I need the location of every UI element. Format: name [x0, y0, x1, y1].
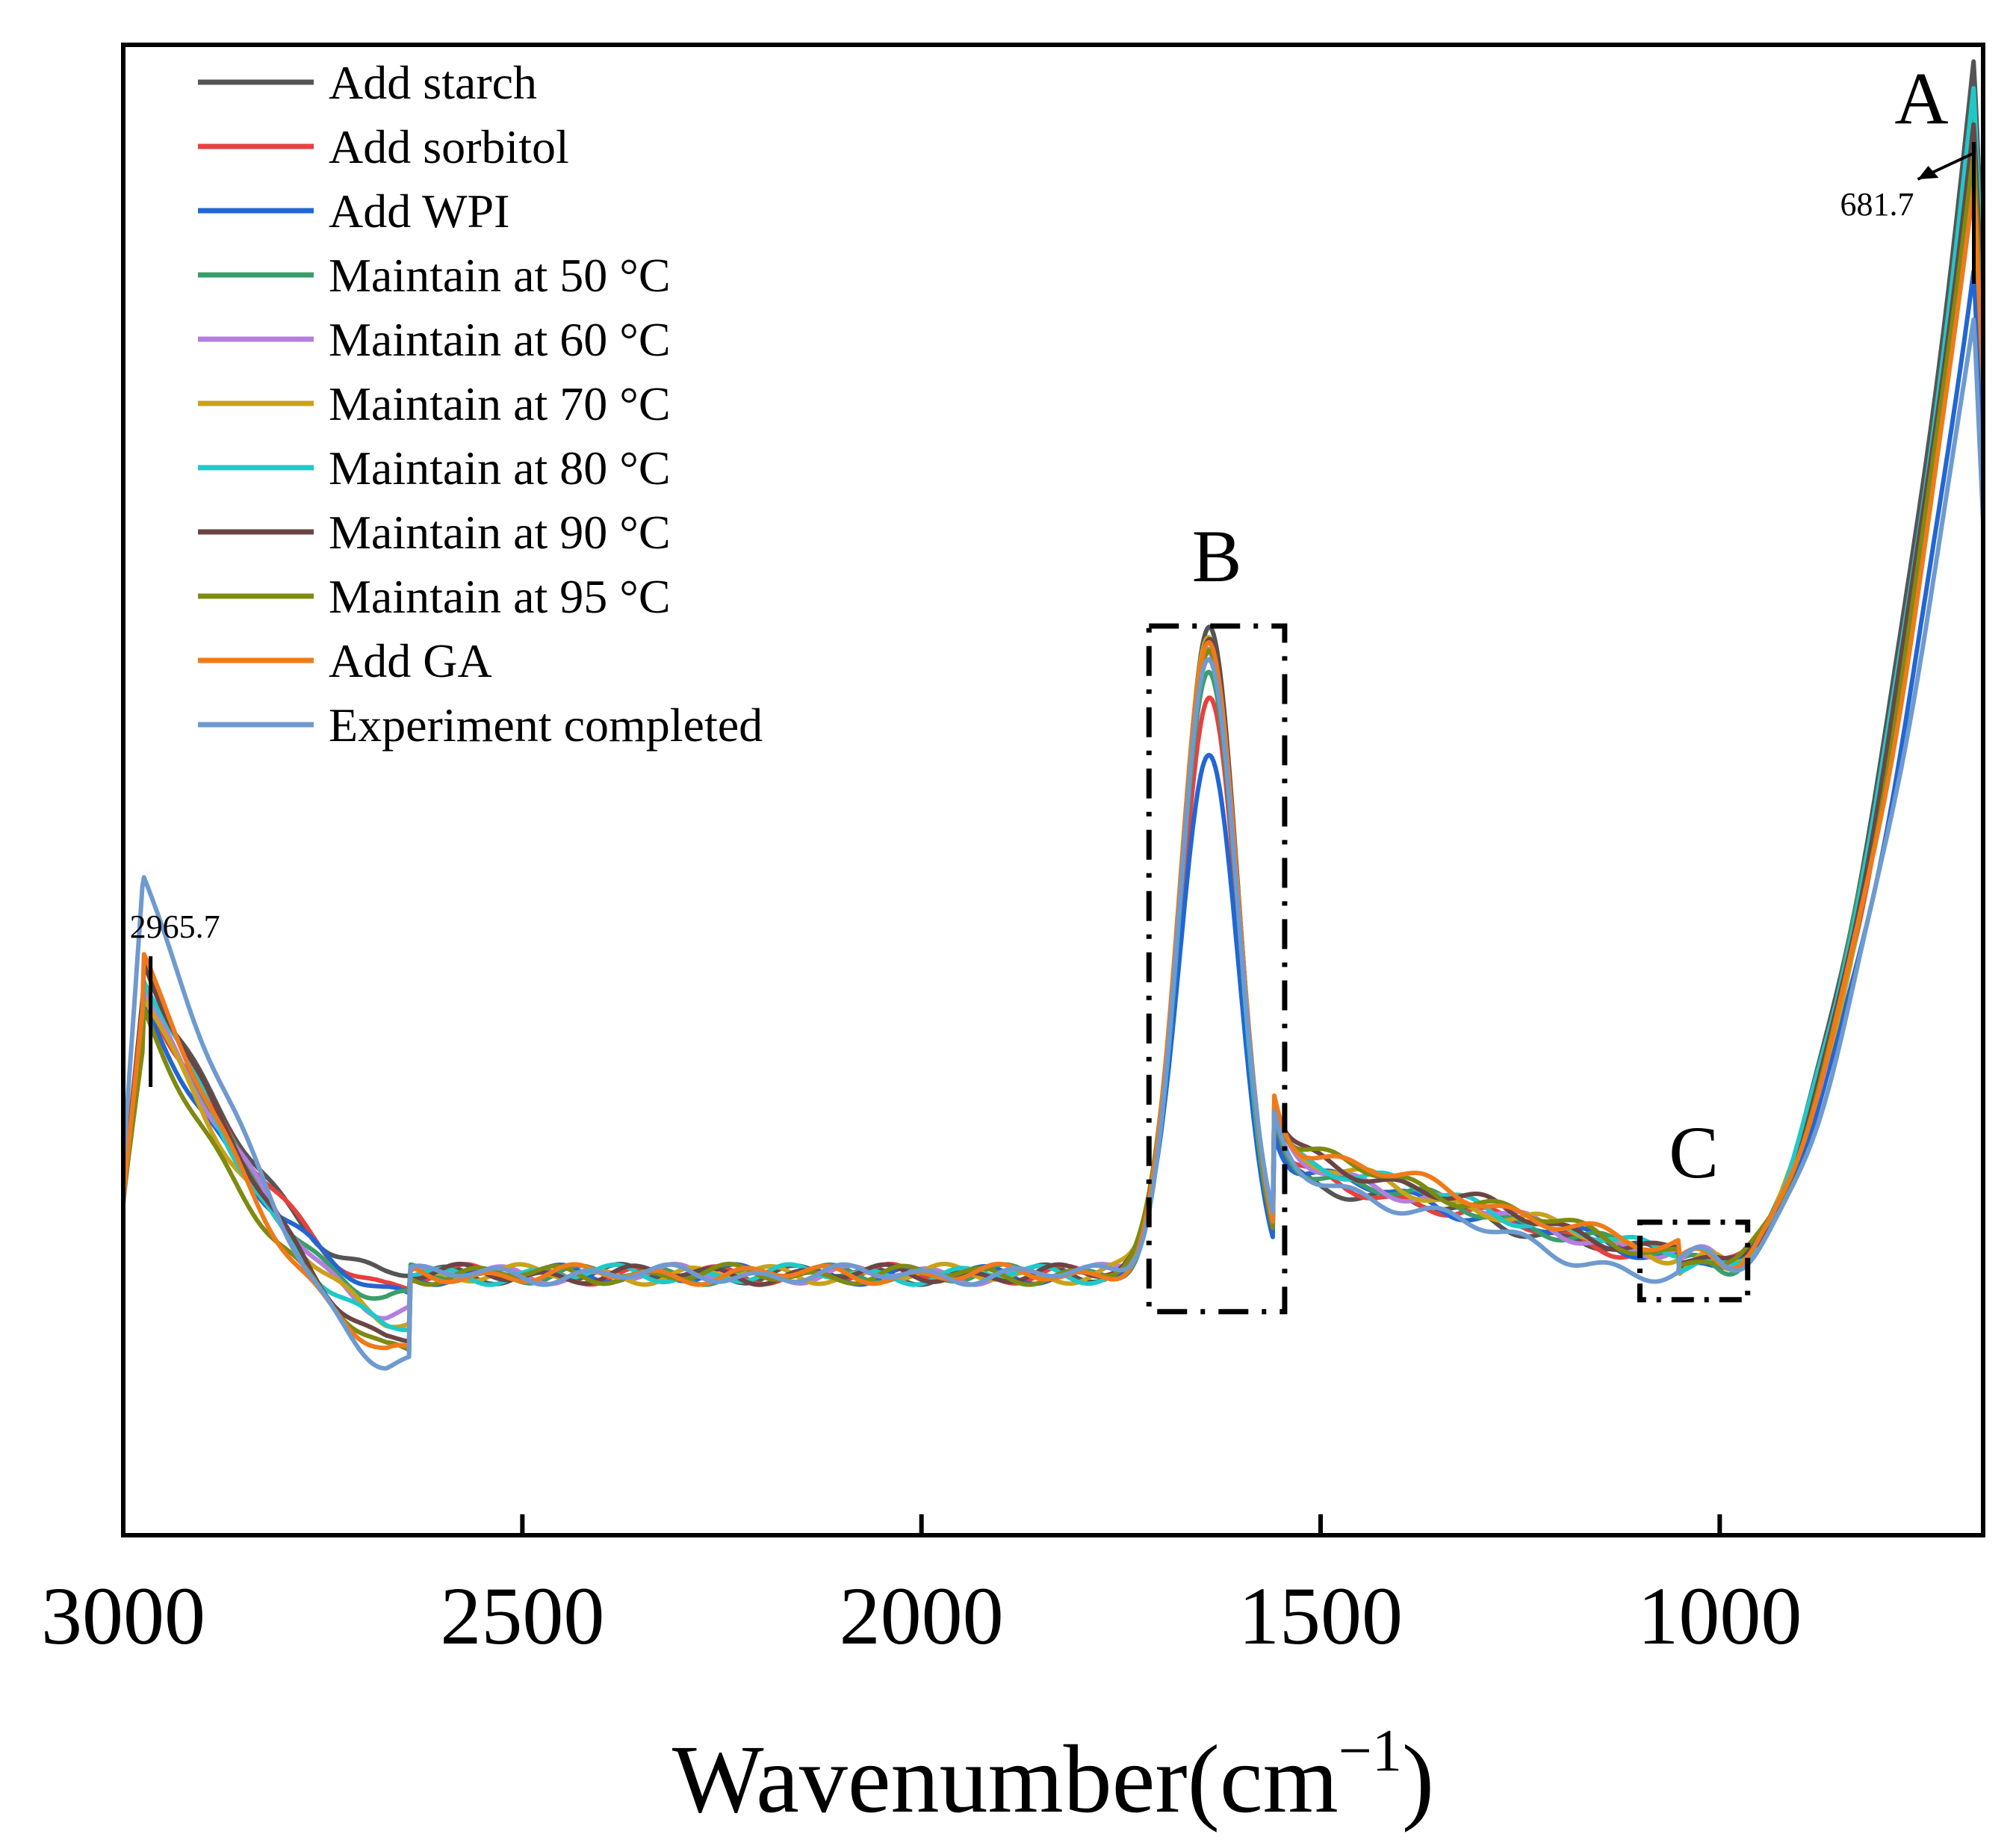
legend-label-7: Maintain at 90 °C — [329, 506, 671, 559]
legend-label-8: Maintain at 95 °C — [329, 570, 671, 623]
region-box-B — [1146, 623, 1288, 1315]
legend-label-1: Add sorbitol — [329, 120, 569, 173]
legend-label-0: Add starch — [329, 56, 537, 109]
legend-label-2: Add WPI — [329, 185, 509, 238]
annotation-layer: A 681.7 2965.7 — [130, 57, 1976, 1087]
x-tick-label-3: 1500 — [1238, 1570, 1403, 1661]
region-box-layer: BC — [1146, 515, 1751, 1315]
peak-label-A: A — [1894, 57, 1948, 140]
series-line-10 — [121, 317, 1985, 1371]
legend-label-3: Maintain at 50 °C — [329, 249, 671, 302]
x-tick-label-1: 2500 — [440, 1570, 604, 1661]
x-axis-title-main: Wavenumber(cm — [672, 1726, 1339, 1833]
legend-label-10: Experiment completed — [329, 699, 763, 752]
x-axis-title: Wavenumber(cm−1) — [672, 1718, 1434, 1833]
series-line-7 — [121, 122, 1985, 1344]
region-label-B: B — [1192, 515, 1242, 598]
region-box-C — [1637, 1219, 1751, 1303]
x-tick-label-2: 2000 — [840, 1570, 1004, 1661]
x-tick-label-4: 1000 — [1637, 1570, 1802, 1661]
series-line-9 — [121, 184, 1985, 1351]
legend-label-4: Maintain at 60 °C — [329, 313, 671, 366]
x-axis-title-sup: −1 — [1339, 1718, 1402, 1784]
legend-label-5: Maintain at 70 °C — [329, 377, 671, 430]
peak-value-2965: 2965.7 — [130, 908, 220, 945]
series-layer — [121, 59, 1985, 1371]
legend: Add starch Add sorbitol Add WPI Maintain at… — [198, 56, 763, 752]
peak-arrowhead-681 — [1917, 166, 1939, 179]
legend-label-6: Maintain at 80 °C — [329, 442, 671, 495]
legend-label-9: Add GA — [329, 634, 492, 687]
peak-value-681: 681.7 — [1840, 186, 1914, 223]
region-label-C: C — [1669, 1111, 1719, 1194]
plot-frame — [121, 43, 1985, 1537]
x-tick-layer: 3000 2500 2000 1500 1000 — [41, 1514, 1802, 1661]
x-tick-label-0: 3000 — [41, 1570, 205, 1661]
x-axis-title-close: ) — [1402, 1726, 1434, 1833]
